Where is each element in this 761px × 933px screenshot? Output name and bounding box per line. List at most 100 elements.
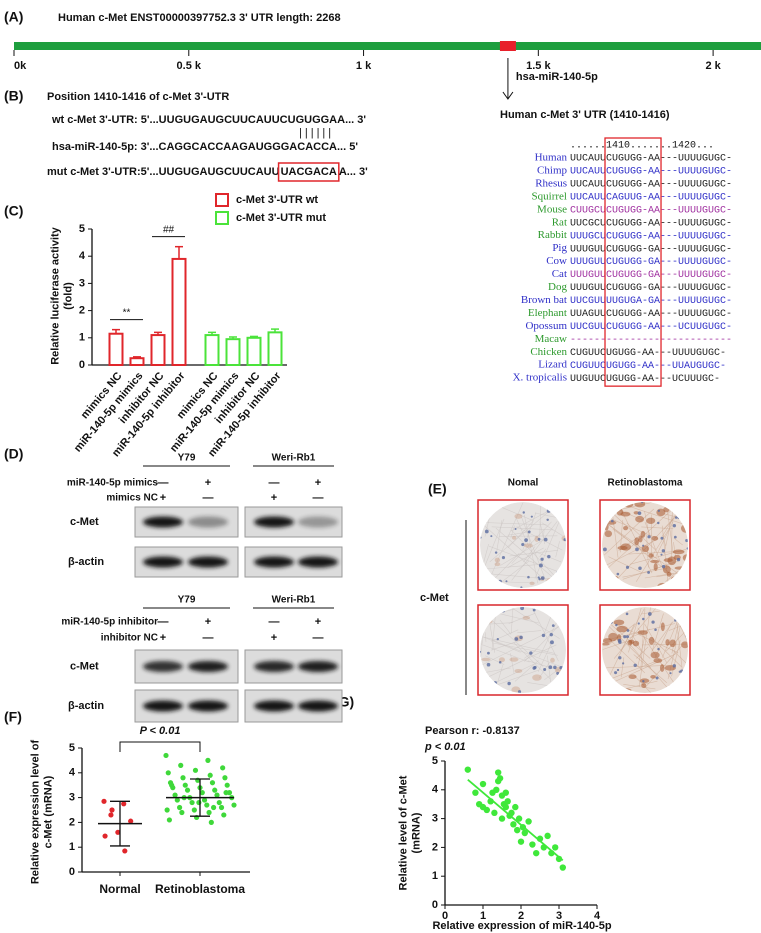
fiber xyxy=(637,633,646,666)
stain xyxy=(641,683,647,688)
stain xyxy=(634,537,640,546)
arrow-head xyxy=(502,91,514,100)
nucleus xyxy=(549,632,553,637)
fiber xyxy=(670,509,673,560)
nucleus xyxy=(615,623,618,627)
nucleus xyxy=(623,635,627,639)
cell-line: Weri-Rb1 xyxy=(272,595,316,606)
stain xyxy=(529,581,535,586)
nucleus xyxy=(543,537,548,542)
treatment-sign: — xyxy=(313,492,324,504)
nucleus xyxy=(527,575,530,579)
data-point xyxy=(214,792,220,798)
data-point xyxy=(533,849,540,857)
nucleus xyxy=(637,622,640,625)
stain xyxy=(646,517,656,524)
x-axis-label: Relative expression of miR-140-5p xyxy=(432,920,611,932)
y-axis-label: Relative expression level of xyxy=(29,740,41,885)
y-tick-label: 4 xyxy=(79,250,86,262)
nucleus xyxy=(538,578,541,581)
error-bar xyxy=(229,336,237,340)
data-point xyxy=(512,803,519,811)
nucleus xyxy=(505,580,508,583)
fiber xyxy=(489,503,559,563)
fiber xyxy=(510,607,514,634)
panel-label: (C) xyxy=(4,203,23,219)
fiber xyxy=(611,504,687,586)
fiber xyxy=(662,617,680,658)
nucleus xyxy=(494,551,498,554)
x-tick-label: 0k xyxy=(14,60,27,72)
fiber xyxy=(539,521,545,545)
nucleus xyxy=(660,536,664,540)
stain xyxy=(650,559,660,564)
bar xyxy=(225,338,241,367)
aligned-sequence: CUGUUCUGUGG-AA---UUAUGUGC- xyxy=(570,361,726,372)
significance-label: ** xyxy=(123,307,131,318)
data-point xyxy=(179,809,185,816)
stain xyxy=(620,511,631,517)
fiber xyxy=(484,632,487,643)
nucleus xyxy=(537,576,540,579)
data-point xyxy=(164,807,170,813)
stain xyxy=(665,639,670,646)
bar xyxy=(267,331,283,366)
data-point xyxy=(204,802,210,808)
nucleus xyxy=(661,564,666,569)
data-point xyxy=(464,766,471,773)
fiber xyxy=(534,517,561,579)
treatment-sign: + xyxy=(271,632,277,644)
stain xyxy=(650,675,656,679)
y-tick-label: 2 xyxy=(432,841,438,853)
nucleus xyxy=(638,566,642,571)
nucleus xyxy=(520,586,523,588)
data-point xyxy=(559,864,566,871)
wt-sequence: wt c-Met 3'-UTR: 5'...UUGUGAUGCUUCAUUCUG… xyxy=(51,114,366,126)
stain xyxy=(639,678,650,684)
stain xyxy=(514,668,523,674)
y-tick-label: 0 xyxy=(69,866,75,878)
nucleus xyxy=(519,635,523,640)
fiber xyxy=(608,623,635,677)
y-axis-label: (mRNA) xyxy=(410,812,422,853)
stat-label: p < 0.01 xyxy=(424,741,466,753)
data-point xyxy=(166,817,172,823)
blot-label: β-actin xyxy=(68,556,104,568)
fiber xyxy=(636,646,649,659)
fiber xyxy=(480,635,555,654)
data-point xyxy=(544,832,551,840)
x-tick-label: 1 k xyxy=(356,60,372,72)
nucleus xyxy=(514,528,517,531)
fiber xyxy=(491,639,563,668)
stain xyxy=(522,615,531,620)
data-point xyxy=(177,804,183,811)
fiber xyxy=(623,684,656,690)
treatment-sign: — xyxy=(269,616,280,628)
nucleus xyxy=(507,681,511,686)
blot-band xyxy=(188,516,228,528)
nucleus xyxy=(626,629,630,632)
stain xyxy=(663,558,673,563)
alignment-title: Human c-Met 3' UTR (1410-1416) xyxy=(500,109,670,121)
data-point xyxy=(495,777,502,785)
treatment-sign: + xyxy=(160,632,166,644)
significance-label: ## xyxy=(163,224,175,235)
data-point xyxy=(479,803,487,811)
data-point xyxy=(472,789,479,796)
species: X. tropicalis xyxy=(513,372,567,384)
nucleus xyxy=(487,651,490,655)
treatment-sign: — xyxy=(203,632,214,644)
legend-label: c-Met 3'-UTR mut xyxy=(236,212,326,224)
fiber xyxy=(508,612,536,624)
aligned-sequence: UUCAUUCAGUUG-AA---UUUUGUGC- xyxy=(570,192,732,203)
stain xyxy=(633,511,639,515)
data-point xyxy=(199,790,205,796)
fiber xyxy=(513,642,551,680)
nucleus xyxy=(498,660,502,664)
bar xyxy=(129,357,145,367)
stain xyxy=(628,674,637,680)
fiber xyxy=(481,622,566,666)
stain xyxy=(534,535,539,542)
data-point xyxy=(101,798,107,804)
